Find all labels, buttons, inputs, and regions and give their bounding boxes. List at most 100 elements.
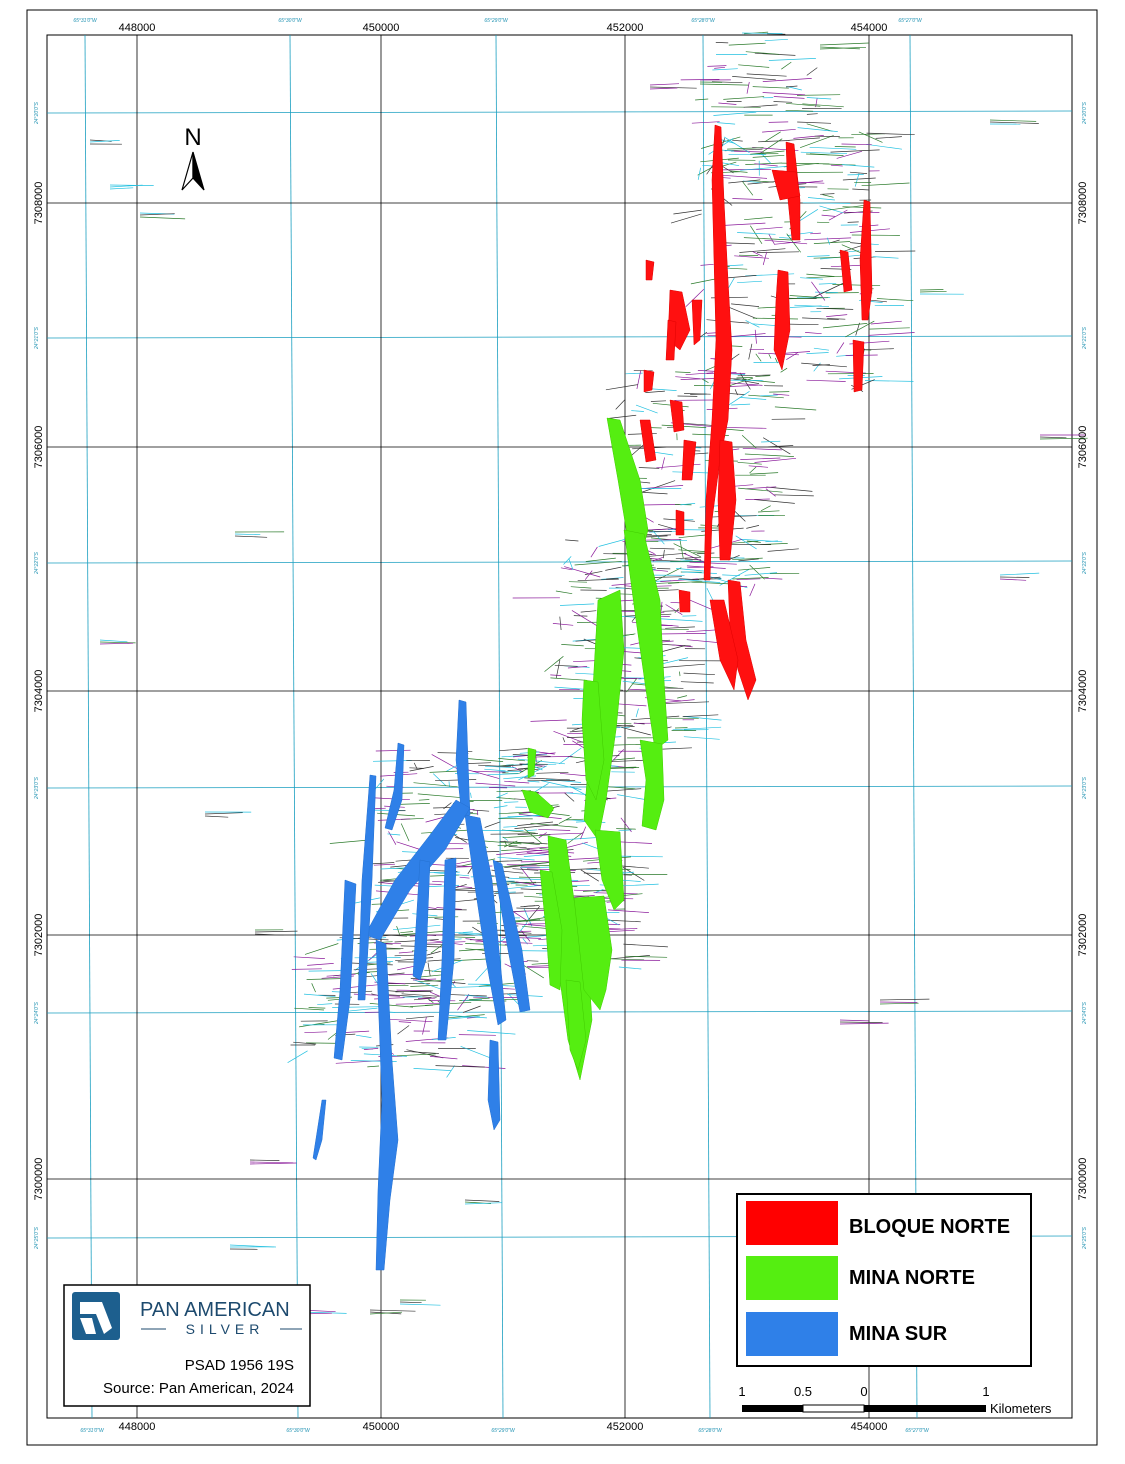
drillhole-trace [517, 758, 565, 765]
drillhole-trace [432, 773, 447, 787]
drillhole-trace [774, 241, 801, 245]
legend-label-mina-norte: MINA NORTE [849, 1267, 975, 1289]
drillhole-trace [619, 879, 641, 882]
drillhole-trace [774, 494, 814, 497]
drillhole-trace [773, 96, 805, 99]
drillhole-trace [743, 104, 778, 108]
drillhole-trace [560, 567, 573, 571]
drillhole-trace [802, 202, 851, 204]
drillhole-trace [559, 603, 595, 606]
drillhole-trace [661, 663, 705, 668]
drillhole-trace [398, 951, 414, 954]
drillhole-trace [737, 232, 776, 235]
drillhole-trace [750, 150, 785, 155]
drillhole-trace [739, 248, 786, 253]
drillhole-trace [806, 275, 843, 279]
drillhole-trace [635, 404, 658, 414]
drillhole-trace [773, 101, 793, 103]
easting-label: 450000 [363, 22, 400, 34]
drillhole-trace [737, 280, 763, 284]
drillhole-trace [1039, 436, 1067, 439]
drillhole-trace [797, 121, 832, 124]
drillhole-trace [661, 699, 695, 704]
drillhole-trace [675, 371, 691, 373]
drillhole-trace [638, 480, 676, 494]
drillhole-trace [99, 639, 128, 643]
drillhole-trace [748, 394, 784, 399]
drillhole-trace [550, 677, 587, 681]
drillhole-trace [499, 841, 548, 845]
drillhole-trace [249, 1161, 294, 1164]
drillhole-trace [514, 824, 559, 829]
drillhole-trace [409, 766, 434, 772]
northing-label: 7308000 [1077, 182, 1089, 225]
drillhole-trace [520, 866, 535, 886]
drillhole-trace [370, 862, 395, 865]
drillhole-trace [719, 426, 767, 429]
drillhole-trace [568, 581, 588, 583]
drillhole-trace [559, 772, 590, 777]
drillhole-trace [637, 491, 668, 495]
drillhole-trace [109, 184, 143, 188]
drillhole-trace [503, 840, 518, 848]
drillhole-trace [683, 716, 722, 721]
drillhole-trace [544, 656, 564, 672]
drillhole-trace [819, 46, 867, 50]
drillhole-trace [383, 994, 432, 998]
drillhole-trace [460, 1045, 493, 1060]
drillhole-trace [842, 206, 882, 209]
longitude-label: 65°30'0"W [278, 18, 303, 24]
drillhole-trace [484, 851, 500, 853]
latitude-labels: 24°20'0"S 24°21'0"S 24°22'0"S 24°23'0"S … [34, 101, 1088, 1250]
drillhole-trace [841, 143, 872, 146]
drillhole-trace [523, 908, 533, 927]
drillhole-trace [842, 164, 875, 168]
drillhole-trace [818, 282, 837, 285]
drillhole-trace [448, 781, 450, 788]
drillhole-trace [822, 204, 870, 212]
drillhole-trace [875, 136, 902, 139]
drillhole-trace [427, 962, 431, 977]
drillhole-trace [413, 782, 458, 788]
drillhole-trace [764, 131, 781, 142]
drillhole-trace [826, 237, 831, 245]
drillhole-trace [851, 133, 886, 136]
north-arrow: N [181, 124, 205, 191]
drillhole-trace [707, 65, 727, 67]
drillhole-trace [234, 533, 261, 536]
drillhole-trace [618, 829, 632, 832]
drillhole-trace [678, 534, 708, 539]
drillhole-trace [699, 83, 749, 86]
northing-label: 7300000 [1077, 1158, 1089, 1201]
drillhole-trace [424, 943, 445, 946]
drillhole-trace [732, 557, 763, 561]
drillhole-trace [731, 403, 751, 406]
drillhole-trace [527, 780, 540, 783]
drillhole-trace [673, 209, 702, 215]
drillhole-trace [254, 930, 298, 933]
scale-tick-label: 1 [738, 1384, 745, 1399]
latitude-label: 24°22'0"S [1082, 551, 1088, 575]
drillhole-trace [677, 695, 688, 699]
easting-label: 452000 [607, 1421, 644, 1433]
scale-bar: 1 0.5 0 1 Kilometers [738, 1384, 1052, 1416]
drillhole-trace [499, 748, 528, 752]
logo-line1: PAN AMERICAN [140, 1299, 290, 1321]
drillhole-trace [498, 758, 525, 762]
drillhole-trace [426, 951, 441, 956]
drillhole-trace [786, 102, 821, 107]
longitude-label: 65°31'0"W [73, 18, 98, 24]
drillhole-trace [802, 317, 839, 321]
drillhole-trace [742, 32, 783, 34]
drillhole-trace [700, 263, 714, 266]
drillhole-trace [369, 1003, 414, 1008]
drillhole-trace [638, 467, 660, 469]
drillhole-trace [621, 726, 651, 736]
drillhole-trace [813, 241, 851, 244]
drillhole-trace [649, 87, 678, 90]
drillhole-trace [754, 329, 757, 344]
drillhole-trace [552, 623, 574, 626]
drillhole-trace [467, 1030, 516, 1035]
drillhole-trace [400, 823, 410, 842]
drillhole-trace [752, 154, 785, 158]
